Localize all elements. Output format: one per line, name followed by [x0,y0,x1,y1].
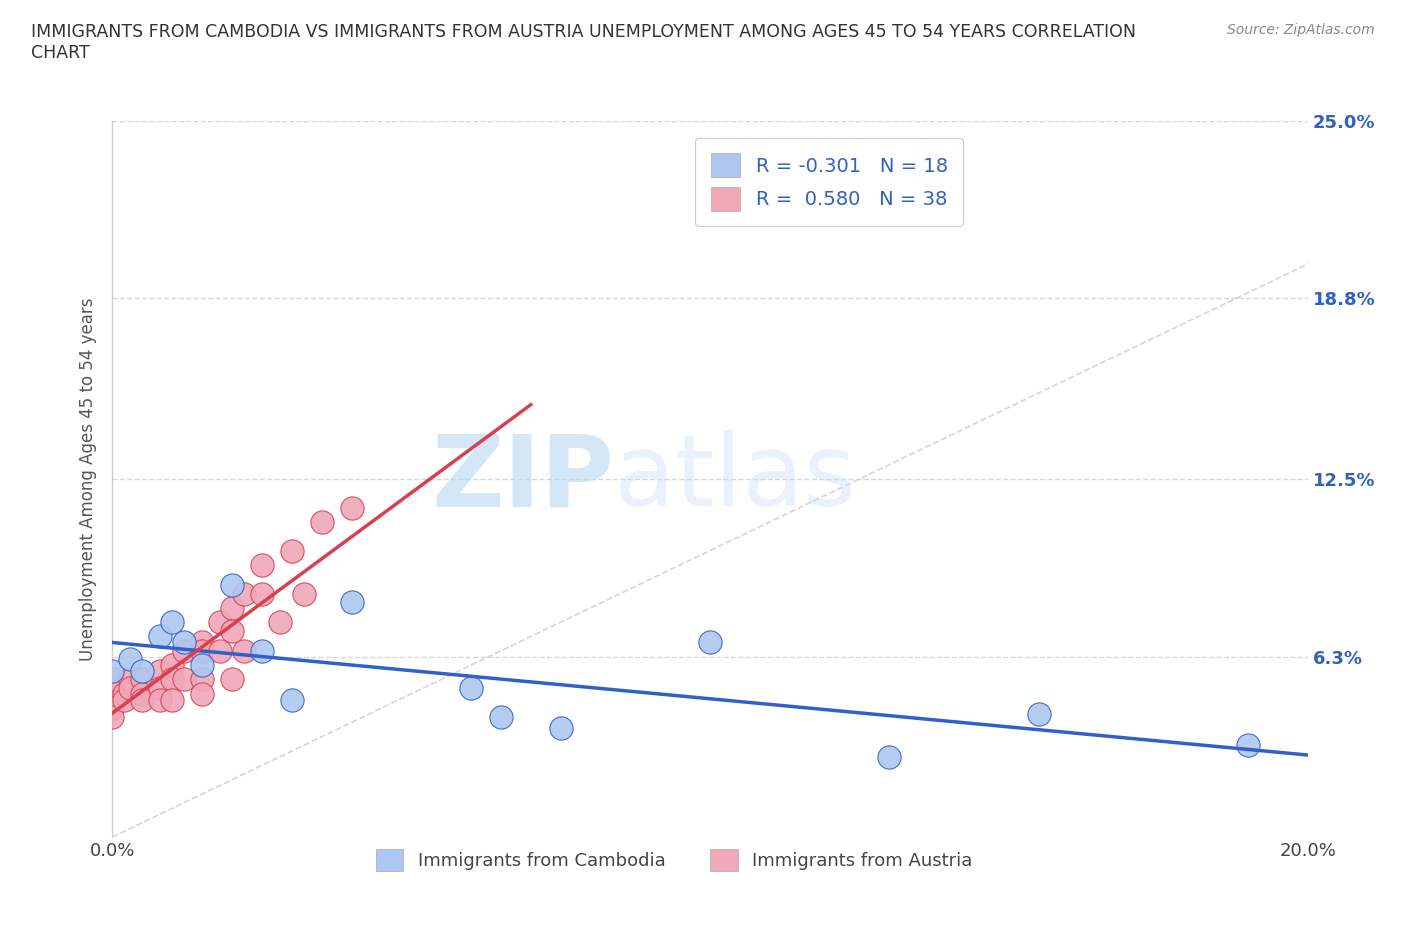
Point [489,710,512,724]
Point [191,658,214,672]
Point [233,644,256,658]
Point [191,686,214,701]
Point [281,543,304,558]
Point [221,672,243,687]
Point [191,635,214,650]
Point [550,721,572,736]
Point [114,686,135,701]
Point [250,586,273,601]
Point [209,615,232,630]
Point [250,644,273,658]
Point [879,750,901,764]
Point [209,644,232,658]
Point [120,681,142,696]
Point [1028,707,1050,722]
Text: ZIP: ZIP [432,431,614,527]
Text: atlas: atlas [614,431,856,527]
Point [101,710,124,724]
Point [699,635,721,650]
Point [101,663,124,678]
Point [191,672,214,687]
Y-axis label: Unemployment Among Ages 45 to 54 years: Unemployment Among Ages 45 to 54 years [79,298,97,660]
Point [250,557,273,572]
Point [340,500,363,515]
Point [173,672,195,687]
Point [221,578,243,592]
Point [149,663,172,678]
Point [120,672,142,687]
Point [101,692,124,707]
Point [1237,737,1260,752]
Point [311,514,333,529]
Point [162,692,183,707]
Point [269,615,291,630]
Point [221,623,243,638]
Point [221,601,243,616]
Point [149,692,172,707]
Point [131,663,153,678]
Point [114,692,135,707]
Point [173,644,195,658]
Point [281,692,304,707]
Point [131,686,153,701]
Text: Source: ZipAtlas.com: Source: ZipAtlas.com [1227,23,1375,37]
Point [131,692,153,707]
Point [162,615,183,630]
Point [460,681,482,696]
Point [292,586,315,601]
Point [101,672,124,687]
Point [173,635,195,650]
Legend: Immigrants from Cambodia, Immigrants from Austria: Immigrants from Cambodia, Immigrants fro… [368,842,980,878]
Point [162,672,183,687]
Point [120,652,142,667]
Text: IMMIGRANTS FROM CAMBODIA VS IMMIGRANTS FROM AUSTRIA UNEMPLOYMENT AMONG AGES 45 T: IMMIGRANTS FROM CAMBODIA VS IMMIGRANTS F… [31,23,1136,62]
Point [149,629,172,644]
Point [191,644,214,658]
Point [131,672,153,687]
Point [101,700,124,715]
Point [162,658,183,672]
Point [233,586,256,601]
Point [340,594,363,609]
Point [149,681,172,696]
Point [101,681,124,696]
